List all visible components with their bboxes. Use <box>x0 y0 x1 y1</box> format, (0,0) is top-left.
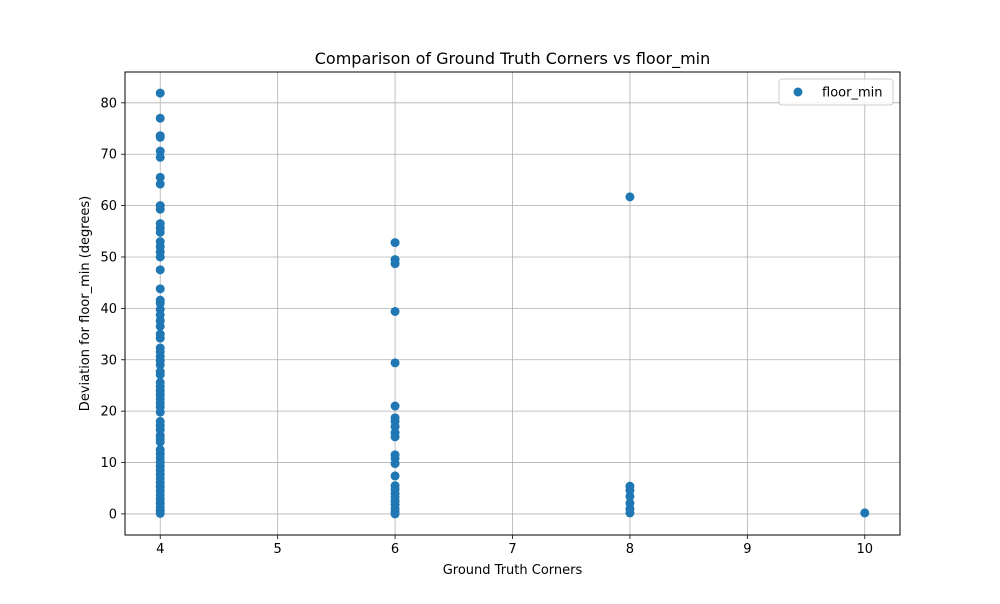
x-tick-label: 4 <box>156 542 164 557</box>
data-point <box>155 132 165 142</box>
x-axis-label: Ground Truth Corners <box>443 563 583 578</box>
data-point <box>155 146 165 156</box>
data-point <box>155 508 165 518</box>
data-point <box>390 401 400 411</box>
data-point <box>390 358 400 368</box>
y-tick-label: 40 <box>100 302 117 317</box>
data-point <box>155 172 165 182</box>
grid-lines <box>125 72 900 535</box>
x-tick-label: 6 <box>391 542 399 557</box>
data-point <box>155 437 165 447</box>
y-tick-label: 0 <box>109 507 117 522</box>
data-point <box>155 152 165 162</box>
x-tick-label: 10 <box>856 542 873 557</box>
data-point <box>155 407 165 417</box>
data-point <box>390 238 400 248</box>
chart-title: Comparison of Ground Truth Corners vs fl… <box>315 49 711 69</box>
data-point <box>390 471 400 481</box>
data-point <box>155 333 165 343</box>
x-tick-label: 5 <box>274 542 282 557</box>
data-point <box>155 321 165 331</box>
data-point <box>155 265 165 275</box>
legend: floor_min <box>778 78 894 106</box>
y-tick-label: 70 <box>100 148 117 163</box>
y-tick-label: 80 <box>100 96 117 111</box>
data-point <box>625 508 635 518</box>
y-tick-label: 10 <box>100 456 117 471</box>
data-point <box>390 422 400 432</box>
legend-label-floor-min: floor_min <box>822 86 882 101</box>
x-axis-ticks: 4 5 6 7 8 9 10 <box>156 535 873 557</box>
data-point <box>155 88 165 98</box>
data-point <box>155 360 165 370</box>
data-point <box>390 259 400 269</box>
data-point <box>155 284 165 294</box>
legend-box <box>778 78 894 106</box>
data-point <box>155 113 165 123</box>
y-axis-label: Deviation for floor_min (degrees) <box>78 196 93 411</box>
x-tick-label: 9 <box>743 542 751 557</box>
data-point <box>155 252 165 262</box>
data-point <box>860 508 870 518</box>
data-point <box>390 459 400 469</box>
data-point <box>155 204 165 214</box>
y-tick-label: 60 <box>100 199 117 214</box>
data-point <box>390 509 400 519</box>
data-point <box>625 485 635 495</box>
y-tick-label: 20 <box>100 405 117 420</box>
data-point <box>155 298 165 308</box>
data-point <box>155 227 165 237</box>
data-points <box>155 88 870 519</box>
data-point <box>625 192 635 202</box>
y-tick-label: 30 <box>100 353 117 368</box>
data-point <box>155 179 165 189</box>
data-point <box>390 432 400 442</box>
x-tick-label: 8 <box>626 542 634 557</box>
x-tick-label: 7 <box>508 542 516 557</box>
data-point <box>155 370 165 380</box>
y-axis-ticks: 0 10 20 30 40 50 60 70 80 <box>100 96 125 522</box>
y-tick-label: 50 <box>100 250 117 265</box>
legend-marker-floor-min <box>793 87 803 97</box>
data-point <box>390 306 400 316</box>
data-point <box>625 491 635 501</box>
